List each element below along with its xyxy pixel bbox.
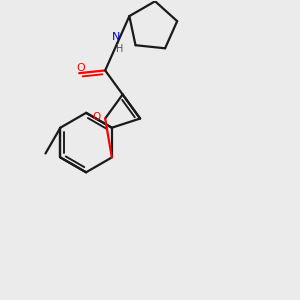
Text: O: O — [92, 112, 100, 122]
Text: H: H — [116, 44, 123, 54]
Text: O: O — [76, 63, 85, 73]
Text: N: N — [112, 32, 120, 42]
